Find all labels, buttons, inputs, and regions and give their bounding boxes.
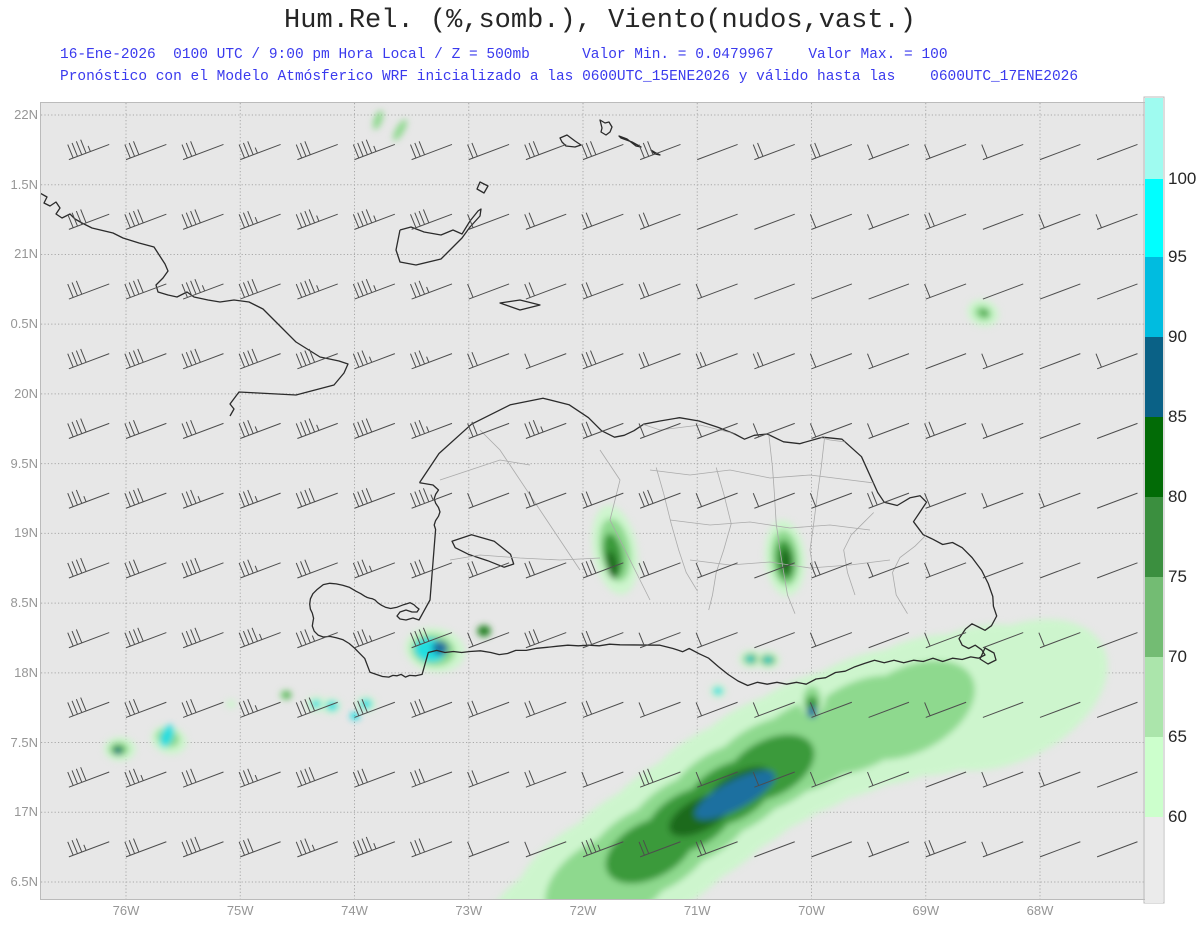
svg-text:75: 75 [1168, 567, 1187, 586]
svg-text:90: 90 [1168, 327, 1187, 346]
svg-text:95: 95 [1168, 247, 1187, 266]
svg-text:65: 65 [1168, 727, 1187, 746]
svg-text:70: 70 [1168, 647, 1187, 666]
svg-text:85: 85 [1168, 407, 1187, 426]
svg-text:80: 80 [1168, 487, 1187, 506]
svg-text:60: 60 [1168, 807, 1187, 826]
svg-text:100: 100 [1168, 169, 1196, 188]
